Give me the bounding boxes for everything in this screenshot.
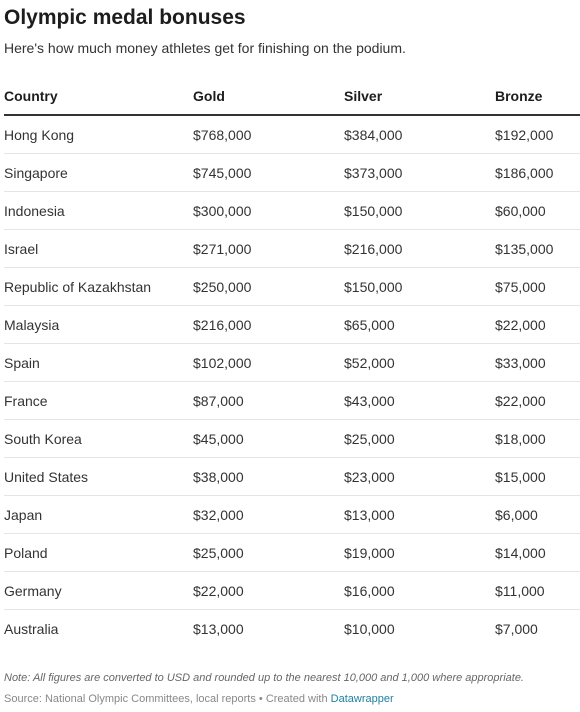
- cell-country: Malaysia: [4, 305, 193, 344]
- cell-bronze: $186,000: [495, 153, 580, 192]
- cell-silver: $16,000: [344, 571, 495, 610]
- table-row: Poland $25,000 $19,000 $14,000: [4, 533, 580, 572]
- cell-silver: $43,000: [344, 381, 495, 420]
- cell-gold: $216,000: [193, 305, 344, 344]
- cell-silver: $216,000: [344, 229, 495, 268]
- cell-country: Germany: [4, 571, 193, 610]
- table-row: Japan $32,000 $13,000 $6,000: [4, 495, 580, 534]
- cell-bronze: $192,000: [495, 115, 580, 154]
- cell-bronze: $11,000: [495, 571, 580, 610]
- table-body: Hong Kong $768,000 $384,000 $192,000 Singapo…: [4, 115, 580, 647]
- cell-bronze: $33,000: [495, 343, 580, 382]
- table-row: Australia $13,000 $10,000 $7,000: [4, 610, 580, 648]
- column-header-bronze[interactable]: Bronze: [495, 78, 580, 116]
- cell-country: South Korea: [4, 419, 193, 458]
- table-row: South Korea $45,000 $25,000 $18,000: [4, 419, 580, 458]
- chart-subtitle: Here's how much money athletes get for f…: [4, 40, 406, 56]
- table-row: Israel $271,000 $216,000 $135,000: [4, 229, 580, 268]
- cell-gold: $45,000: [193, 419, 344, 458]
- cell-gold: $102,000: [193, 343, 344, 382]
- source-line: Source: National Olympic Committees, loc…: [4, 692, 580, 706]
- table-row: Indonesia $300,000 $150,000 $60,000: [4, 191, 580, 230]
- cell-gold: $22,000: [193, 571, 344, 610]
- table-row: Spain $102,000 $52,000 $33,000: [4, 343, 580, 382]
- cell-silver: $25,000: [344, 419, 495, 458]
- table-row: Hong Kong $768,000 $384,000 $192,000: [4, 115, 580, 154]
- cell-country: France: [4, 381, 193, 420]
- cell-country: Indonesia: [4, 191, 193, 230]
- cell-bronze: $22,000: [495, 381, 580, 420]
- cell-country: Japan: [4, 495, 193, 534]
- table-row: Germany $22,000 $16,000 $11,000: [4, 571, 580, 610]
- cell-silver: $150,000: [344, 267, 495, 306]
- cell-gold: $38,000: [193, 457, 344, 496]
- cell-silver: $10,000: [344, 620, 395, 637]
- cell-bronze: $22,000: [495, 305, 580, 344]
- source-text: Source: National Olympic Committees, loc…: [4, 693, 331, 705]
- cell-bronze: $18,000: [495, 419, 580, 458]
- cell-gold: $271,000: [193, 229, 344, 268]
- cell-country: Hong Kong: [4, 115, 193, 154]
- cell-silver: $65,000: [344, 305, 495, 344]
- cell-silver: $19,000: [344, 533, 495, 572]
- cell-gold: $745,000: [193, 153, 344, 192]
- cell-gold: $250,000: [193, 267, 344, 306]
- chart-title: Olympic medal bonuses: [4, 6, 246, 29]
- cell-country: United States: [4, 457, 193, 496]
- cell-country: Singapore: [4, 153, 193, 192]
- cell-bronze: $60,000: [495, 191, 580, 230]
- cell-bronze: $7,000: [495, 620, 538, 637]
- table-row: Singapore $745,000 $373,000 $186,000: [4, 153, 580, 192]
- cell-gold: $300,000: [193, 191, 344, 230]
- chart-container: Olympic medal bonuses Here's how much mo…: [4, 0, 580, 706]
- cell-silver: $150,000: [344, 191, 495, 230]
- cell-silver: $384,000: [344, 115, 495, 154]
- cell-gold: $768,000: [193, 115, 344, 154]
- medal-bonus-table: Country Gold Silver Bronze Hong Kong $768…: [4, 78, 580, 647]
- cell-bronze: $14,000: [495, 533, 580, 572]
- table-row: France $87,000 $43,000 $22,000: [4, 381, 580, 420]
- cell-gold: $25,000: [193, 533, 344, 572]
- cell-gold: $13,000: [193, 620, 244, 637]
- table-header: Country Gold Silver Bronze: [4, 78, 580, 116]
- column-header-gold[interactable]: Gold: [193, 78, 344, 116]
- cell-silver: $373,000: [344, 153, 495, 192]
- table-row: United States $38,000 $23,000 $15,000: [4, 457, 580, 496]
- cell-country: Republic of Kazakhstan: [4, 267, 193, 306]
- table-row: Malaysia $216,000 $65,000 $22,000: [4, 305, 580, 344]
- cell-gold: $87,000: [193, 381, 344, 420]
- table-row: Republic of Kazakhstan $250,000 $150,000 $7…: [4, 267, 580, 306]
- cell-country: Israel: [4, 229, 193, 268]
- header-row: Country Gold Silver Bronze: [4, 78, 580, 116]
- cell-bronze: $6,000: [495, 495, 580, 534]
- cell-silver: $23,000: [344, 457, 495, 496]
- cell-country: Spain: [4, 343, 193, 382]
- column-header-country[interactable]: Country: [4, 78, 193, 116]
- cell-silver: $52,000: [344, 343, 495, 382]
- cell-gold: $32,000: [193, 495, 344, 534]
- cell-silver: $13,000: [344, 495, 495, 534]
- footnote: Note: All figures are converted to USD a…: [4, 672, 524, 684]
- cell-country: Australia: [4, 620, 59, 637]
- column-header-silver[interactable]: Silver: [344, 78, 495, 116]
- cell-bronze: $15,000: [495, 457, 580, 496]
- cell-bronze: $75,000: [495, 267, 580, 306]
- datawrapper-link[interactable]: Datawrapper: [330, 693, 394, 705]
- cell-bronze: $135,000: [495, 229, 580, 268]
- cell-country: Poland: [4, 533, 193, 572]
